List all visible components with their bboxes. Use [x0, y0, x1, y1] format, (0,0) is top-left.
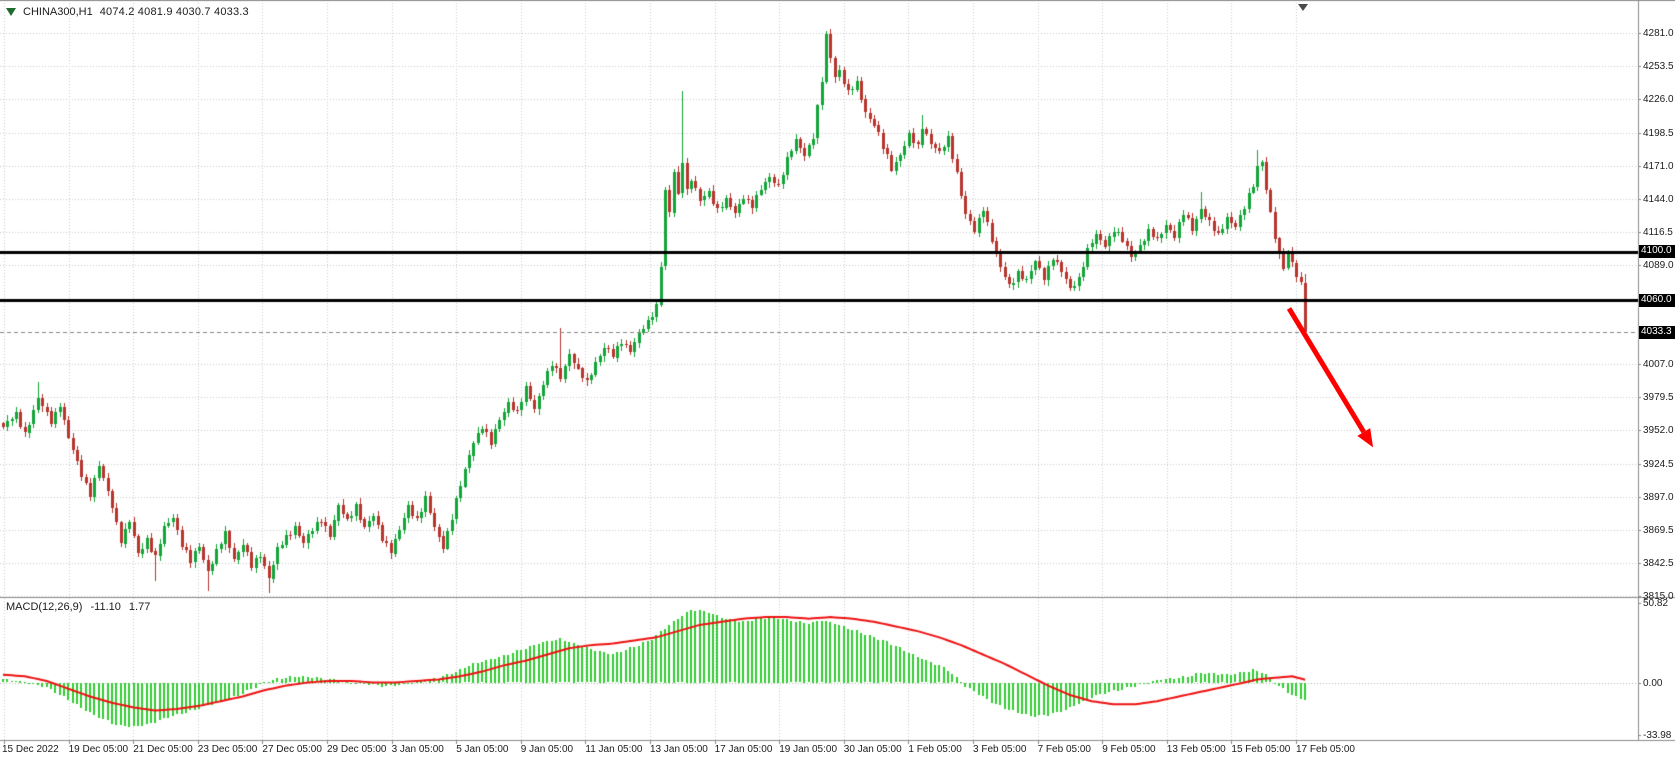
time-axis-label: 3 Feb 05:00	[973, 744, 1027, 755]
price-axis-label: 4226.0	[1643, 94, 1674, 106]
price-axis-label: 3979.5	[1643, 392, 1674, 404]
ohlc-readout: 4074.2 4081.9 4030.7 4033.3	[99, 6, 249, 18]
symbol-header: CHINA300,H1 4074.2 4081.9 4030.7 4033.3	[6, 5, 249, 19]
time-axis-label: 15 Dec 2022	[2, 744, 59, 755]
time-axis-label: 21 Dec 05:00	[133, 744, 193, 755]
time-axis-label: 15 Feb 05:00	[1231, 744, 1291, 755]
trend-arrow-line[interactable]	[1286, 307, 1366, 434]
time-axis-label: 9 Jan 05:00	[520, 744, 574, 755]
macd-axis-label: 50.82	[1643, 598, 1669, 610]
price-axis-label: 4089.0	[1643, 259, 1674, 271]
macd-value-signal: 1.77	[128, 601, 151, 613]
price-tag-last-price: 4033.3	[1639, 325, 1675, 339]
chart-shift-marker-icon[interactable]	[1298, 4, 1308, 11]
price-axis-label: 3924.5	[1643, 458, 1674, 470]
price-axis-label: 3869.5	[1643, 525, 1674, 537]
price-axis-label: 4198.5	[1643, 127, 1674, 139]
price-tag-hline: 4100.0	[1639, 245, 1675, 259]
price-axis-label: 4171.0	[1643, 160, 1674, 172]
macd-value-main: -11.10	[90, 601, 121, 613]
price-axis-label: 3842.5	[1643, 557, 1674, 569]
time-axis-label: 13 Feb 05:00	[1166, 744, 1226, 755]
time-axis-label: 3 Jan 05:00	[391, 744, 444, 755]
macd-name: MACD(12,26,9)	[6, 601, 83, 613]
price-axis-label: 4007.0	[1643, 359, 1674, 371]
price-axis-label: 3815.0	[1643, 591, 1674, 602]
time-axis-label: 1 Feb 05:00	[908, 744, 962, 755]
time-axis-label: 7 Feb 05:00	[1037, 744, 1091, 755]
price-axis-label: 4281.0	[1643, 28, 1674, 39]
price-axis-label: 3897.0	[1643, 491, 1674, 503]
time-axis-label: 5 Jan 05:00	[456, 744, 509, 755]
time-axis-label: 23 Dec 05:00	[197, 744, 258, 755]
time-axis-label: 19 Dec 05:00	[68, 744, 129, 755]
time-axis-label: 11 Jan 05:00	[585, 744, 643, 755]
time-axis-label: 9 Feb 05:00	[1102, 744, 1156, 755]
time-axis-label: 17 Jan 05:00	[714, 744, 773, 755]
time-axis-label: 19 Jan 05:00	[779, 744, 838, 755]
price-tag-hline: 4060.0	[1639, 293, 1675, 307]
price-axis-label: 3952.0	[1643, 425, 1674, 437]
trend-arrow-head[interactable]	[1357, 428, 1374, 448]
one-click-trading-arrow-icon[interactable]	[6, 8, 16, 16]
time-axis-label: 27 Dec 05:00	[262, 744, 322, 755]
macd-axis-label: 0.00	[1643, 677, 1663, 689]
time-axis-label: 30 Jan 05:00	[843, 744, 902, 755]
time-axis-label: 29 Dec 05:00	[327, 744, 387, 755]
price-axis-label: 4144.0	[1643, 193, 1674, 205]
price-axis-label: 4253.5	[1643, 61, 1674, 73]
price-axis-label: 4116.5	[1643, 226, 1673, 238]
time-axis-label: 17 Feb 05:00	[1296, 744, 1355, 755]
symbol-period-label: CHINA300,H1	[23, 6, 93, 18]
macd-indicator-label: MACD(12,26,9) -11.10 1.77	[6, 601, 155, 613]
time-axis-label: 13 Jan 05:00	[650, 744, 708, 755]
macd-axis-label: -33.98	[1643, 730, 1672, 742]
